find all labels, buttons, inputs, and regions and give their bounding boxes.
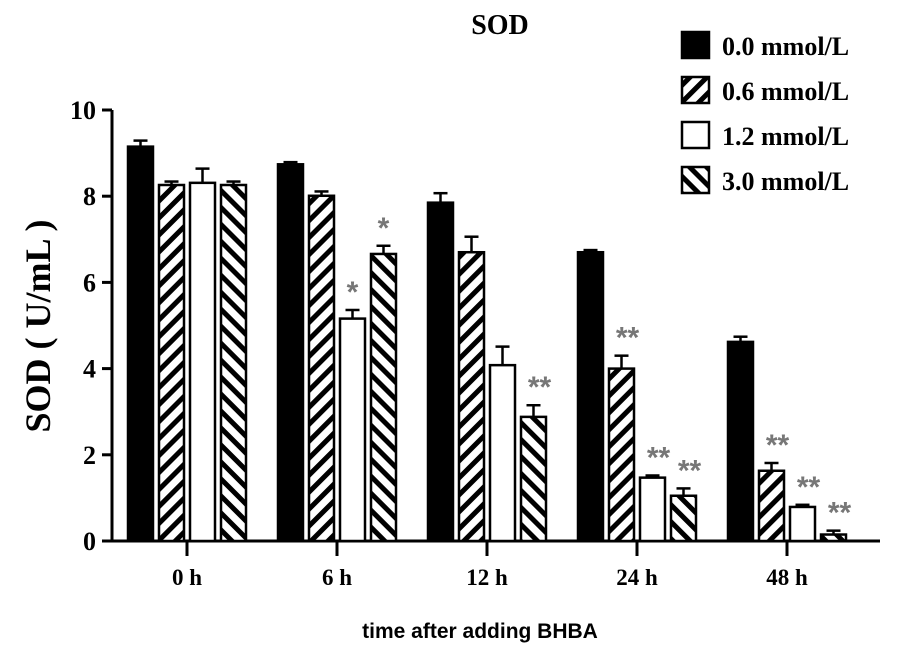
y-tick-label: 6: [83, 268, 96, 297]
bar: [369, 252, 398, 543]
bar: [488, 363, 517, 543]
x-tick-label: 24 h: [616, 565, 658, 590]
y-tick-label: 4: [83, 355, 96, 384]
bar: [607, 367, 636, 543]
bar: [157, 183, 186, 543]
legend-swatch: [680, 120, 711, 150]
legend-label: 0.0 mmol/L: [722, 32, 849, 61]
significance-marker: **: [616, 322, 640, 355]
bar: [669, 494, 698, 543]
significance-marker: **: [647, 441, 671, 474]
bar: [276, 163, 305, 543]
bar: [426, 201, 455, 543]
y-tick-label: 2: [83, 441, 96, 470]
y-tick-label: 10: [70, 96, 96, 125]
x-tick-label: 0 h: [172, 565, 202, 590]
y-tick-label: 8: [83, 182, 96, 211]
bar: [219, 183, 248, 543]
significance-marker: **: [528, 371, 552, 404]
bar: [576, 250, 605, 543]
significance-marker: **: [766, 429, 790, 462]
legend-swatch: [680, 165, 711, 195]
chart-title: SOD: [471, 10, 529, 41]
bar: [519, 415, 548, 543]
x-tick-label: 6 h: [322, 565, 352, 590]
x-tick-label: 48 h: [766, 565, 808, 590]
significance-marker: **: [678, 454, 702, 487]
y-axis-label: SOD ( U/mL ): [18, 219, 58, 432]
bar: [126, 145, 155, 543]
bar: [638, 476, 667, 543]
legend-swatch: [680, 75, 711, 105]
y-tick-label: 0: [83, 527, 96, 556]
legend-swatch: [680, 30, 711, 60]
bar: [819, 533, 848, 543]
legend-label: 3.0 mmol/L: [722, 167, 849, 196]
significance-marker: *: [347, 276, 359, 309]
bar: [726, 340, 755, 543]
x-tick-label: 12 h: [466, 565, 508, 590]
bar: [757, 469, 786, 543]
bar: [338, 317, 367, 543]
significance-marker: **: [797, 471, 821, 504]
bar: [307, 194, 336, 543]
legend-label: 0.6 mmol/L: [722, 77, 849, 106]
x-axis-label: time after adding BHBA: [362, 620, 598, 643]
bar: [188, 181, 217, 543]
significance-marker: *: [378, 212, 390, 245]
bar: [457, 250, 486, 543]
bar: [788, 505, 817, 543]
legend-label: 1.2 mmol/L: [722, 122, 849, 151]
significance-marker: **: [828, 497, 852, 530]
